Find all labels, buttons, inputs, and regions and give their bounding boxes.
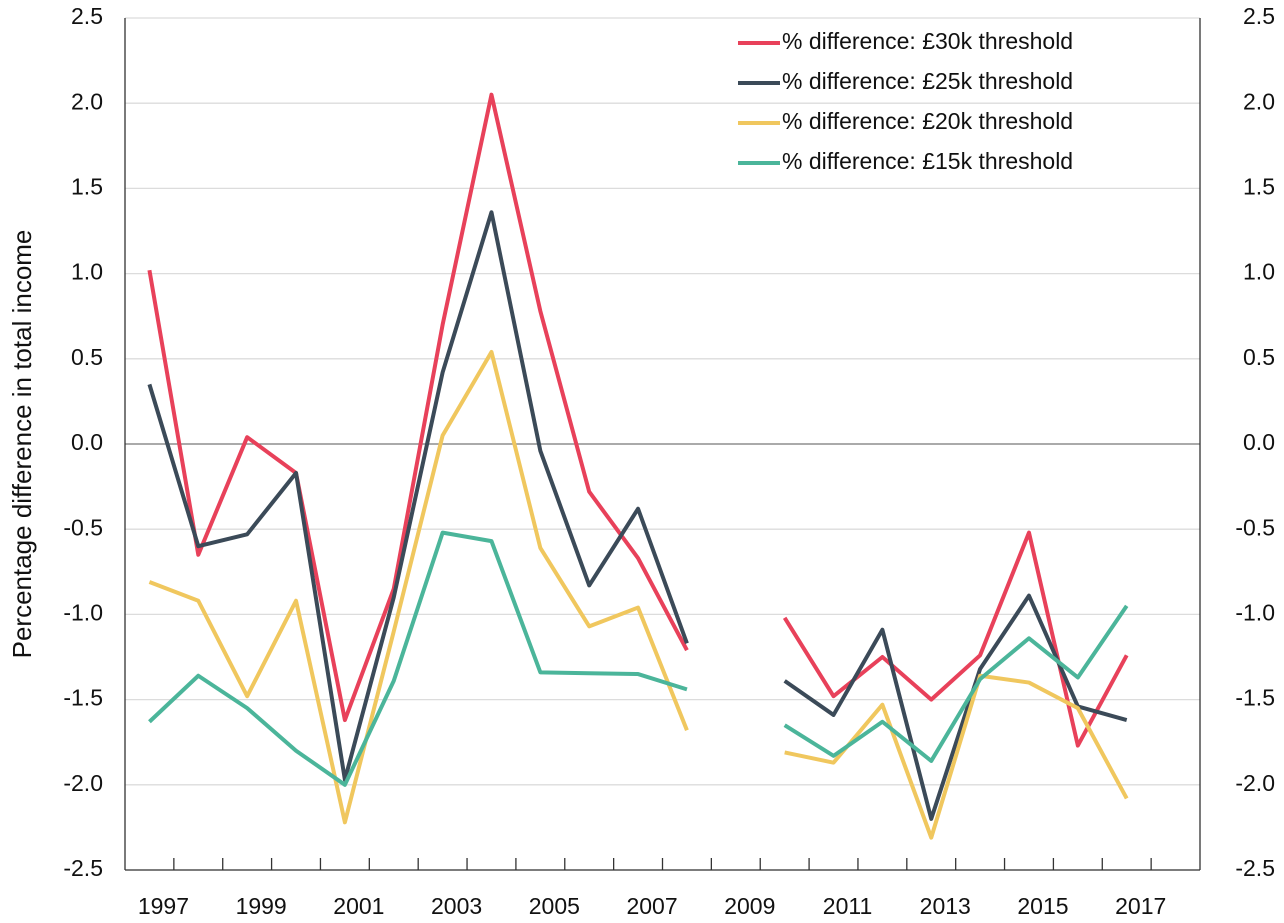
y2-tick-label: 0.0 (1243, 429, 1275, 455)
x-tick-label: 2015 (1017, 893, 1068, 919)
y-tick-label: 2.0 (71, 88, 103, 114)
y2-tick-label: -1.0 (1235, 599, 1275, 625)
y-tick-label: -2.5 (63, 855, 103, 881)
x-tick-label: 2013 (920, 893, 971, 919)
y-tick-label: 2.5 (71, 3, 103, 29)
y2-tick-label: -2.0 (1235, 770, 1275, 796)
series-line (147, 210, 1128, 821)
y2-tick-label: 1.5 (1243, 173, 1275, 199)
x-tick-label: 2001 (333, 893, 384, 919)
x-tick-label: 1997 (138, 893, 189, 919)
x-tick-label: 2007 (626, 893, 677, 919)
y-tick-label: -1.0 (63, 599, 103, 625)
legend-label: % difference: £25k threshold (782, 68, 1073, 94)
x-tick-label: 2003 (431, 893, 482, 919)
x-tick-label: 2011 (823, 893, 872, 919)
x-tick-label: 2017 (1115, 893, 1166, 919)
y-tick-label: 1.0 (71, 259, 103, 285)
x-tick-label: 2009 (724, 893, 775, 919)
y2-tick-label: -2.5 (1235, 855, 1275, 881)
series-line (148, 349, 1129, 840)
x-tick-label: 1999 (236, 893, 287, 919)
y2-tick-label: -1.5 (1235, 685, 1275, 711)
y-tick-label: 0.5 (71, 344, 103, 370)
y2-tick-label: 2.5 (1243, 3, 1275, 29)
y-tick-label: -0.5 (63, 514, 103, 540)
y2-tick-label: 0.5 (1243, 344, 1275, 370)
legend-label: % difference: £30k threshold (782, 28, 1073, 54)
series-line (148, 530, 1129, 787)
y2-tick-label: 2.0 (1243, 88, 1275, 114)
y2-tick-label: -0.5 (1235, 514, 1275, 540)
y-tick-label: 1.5 (71, 173, 103, 199)
y-axis-label: Percentage difference in total income (7, 230, 37, 659)
y-tick-label: -1.5 (63, 685, 103, 711)
legend-label: % difference: £20k threshold (782, 108, 1073, 134)
legend-label: % difference: £15k threshold (782, 148, 1073, 174)
series-line (147, 92, 1129, 748)
y-tick-label: 0.0 (71, 429, 103, 455)
y-tick-label: -2.0 (63, 770, 103, 796)
y2-tick-label: 1.0 (1243, 259, 1275, 285)
x-tick-label: 2005 (529, 893, 580, 919)
